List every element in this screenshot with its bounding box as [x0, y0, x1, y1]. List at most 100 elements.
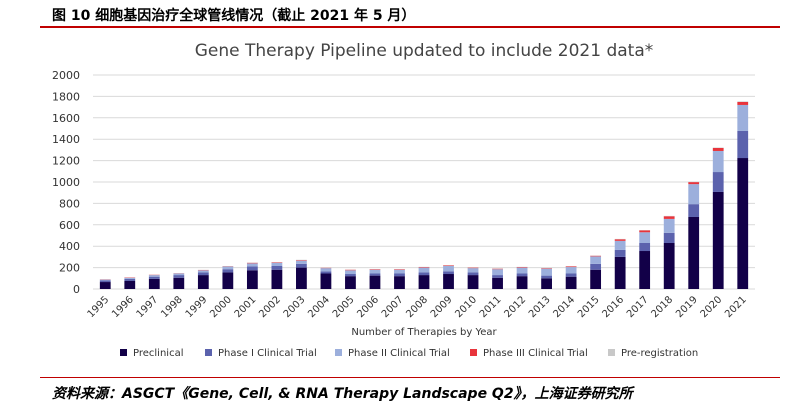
bar-segment — [712, 172, 724, 192]
bar-segment — [737, 158, 749, 289]
bar-segment — [688, 204, 700, 217]
bar-segment — [565, 273, 577, 277]
bar-segment — [99, 279, 111, 281]
bar-segment — [345, 274, 356, 277]
bar-segment — [246, 263, 258, 267]
bar-segment — [173, 275, 185, 278]
x-tick-label: 2015 — [576, 294, 602, 320]
bar-segment — [467, 272, 479, 276]
x-tick-label: 2012 — [502, 294, 528, 320]
x-tick-label: 1999 — [184, 294, 210, 320]
bar-segment — [345, 276, 356, 289]
bar-segment — [148, 276, 160, 279]
bar-segment — [418, 275, 430, 289]
legend-swatch — [470, 349, 477, 356]
bar-segment — [443, 265, 454, 266]
bar-segment — [590, 263, 602, 270]
bar-segment — [467, 268, 479, 273]
bar-segment — [124, 277, 136, 279]
bar-segment — [492, 268, 503, 270]
bar-segment — [541, 268, 552, 276]
x-tick-label: 2016 — [600, 294, 626, 320]
bar-segment — [737, 130, 749, 159]
legend-swatch — [120, 349, 127, 356]
bar-segment — [394, 269, 405, 270]
x-tick-label: 2011 — [478, 294, 504, 320]
x-tick-label: 2003 — [282, 294, 308, 320]
figure-title: 图 10 细胞基因治疗全球管线情况（截止 2021 年 5 月） — [52, 8, 416, 24]
legend-swatch — [608, 349, 615, 356]
y-tick-label: 1000 — [52, 176, 80, 189]
y-tick-label: 1400 — [52, 133, 80, 146]
x-axis-label: Number of Therapies by Year — [351, 327, 497, 338]
bar-segment — [148, 275, 160, 277]
x-tick-label: 2013 — [527, 294, 553, 320]
bar-segment — [541, 278, 552, 289]
bar-segment — [639, 232, 651, 243]
bar-segment — [614, 239, 626, 241]
bar-segment — [614, 240, 626, 250]
bar-segment — [99, 282, 111, 289]
bar-segment — [663, 232, 675, 243]
bar-segment — [222, 266, 234, 270]
bar-segment — [320, 268, 332, 272]
x-tick-label: 1998 — [159, 294, 185, 320]
x-tick-label: 2010 — [453, 294, 479, 320]
bar-segment — [148, 278, 160, 289]
x-tick-label: 2002 — [257, 294, 283, 320]
legend-swatch — [205, 349, 212, 356]
legend-label: Phase I Clinical Trial — [218, 348, 317, 359]
legend-swatch — [335, 349, 342, 356]
y-tick-label: 400 — [59, 240, 80, 253]
bar-segment — [737, 101, 749, 105]
bar-segment — [99, 280, 111, 283]
x-tick-label: 2005 — [331, 294, 357, 320]
bar-segment — [418, 267, 430, 273]
bar-segment — [590, 256, 602, 264]
y-tick-label: 1600 — [52, 112, 80, 125]
bar-segment — [492, 269, 503, 276]
bar-segment — [271, 265, 283, 270]
bar-segment — [565, 276, 577, 289]
bar-segment — [541, 268, 552, 269]
bar-segment — [197, 270, 209, 273]
bar-segment — [492, 277, 503, 289]
y-tick-label: 1800 — [52, 90, 80, 103]
bar-segment — [320, 271, 332, 274]
y-tick-label: 600 — [59, 219, 80, 232]
chart-title: Gene Therapy Pipeline updated to include… — [195, 41, 654, 61]
x-tick-label: 2004 — [306, 294, 332, 320]
bar-segment — [394, 273, 405, 277]
bar-segment — [639, 251, 651, 289]
bar-segment — [296, 263, 307, 268]
x-tick-label: 1997 — [135, 294, 161, 320]
source-note: 资料来源：ASGCT《Gene, Cell, & RNA Therapy Lan… — [52, 386, 633, 402]
bar-segment — [443, 271, 454, 275]
x-tick-label: 2014 — [551, 294, 577, 320]
bar-segment — [541, 275, 552, 279]
bar-segment — [418, 272, 430, 276]
y-tick-label: 800 — [59, 197, 80, 210]
x-tick-label: 1996 — [110, 294, 136, 320]
x-tick-label: 2020 — [699, 294, 725, 320]
bar-segment — [271, 262, 283, 263]
bar-segment — [565, 266, 577, 268]
title-rule — [40, 26, 780, 28]
y-tick-label: 0 — [73, 283, 80, 296]
bar-segment — [516, 267, 528, 274]
bar-segment — [222, 272, 234, 289]
bar-segment — [565, 267, 577, 274]
bar-segment — [688, 182, 700, 185]
legend-label: Phase II Clinical Trial — [348, 348, 450, 359]
bar-segment — [124, 278, 136, 281]
bar-segment — [369, 269, 381, 274]
x-tick-label: 2017 — [625, 294, 651, 320]
x-tick-label: 2001 — [233, 294, 259, 320]
bar-segment — [296, 260, 307, 264]
bar-segment — [369, 273, 381, 276]
bar-segment — [663, 242, 675, 289]
x-tick-label: 2009 — [429, 294, 455, 320]
bar-segment — [688, 184, 700, 205]
x-tick-label: 2006 — [355, 294, 381, 320]
bar-segment — [296, 260, 307, 261]
